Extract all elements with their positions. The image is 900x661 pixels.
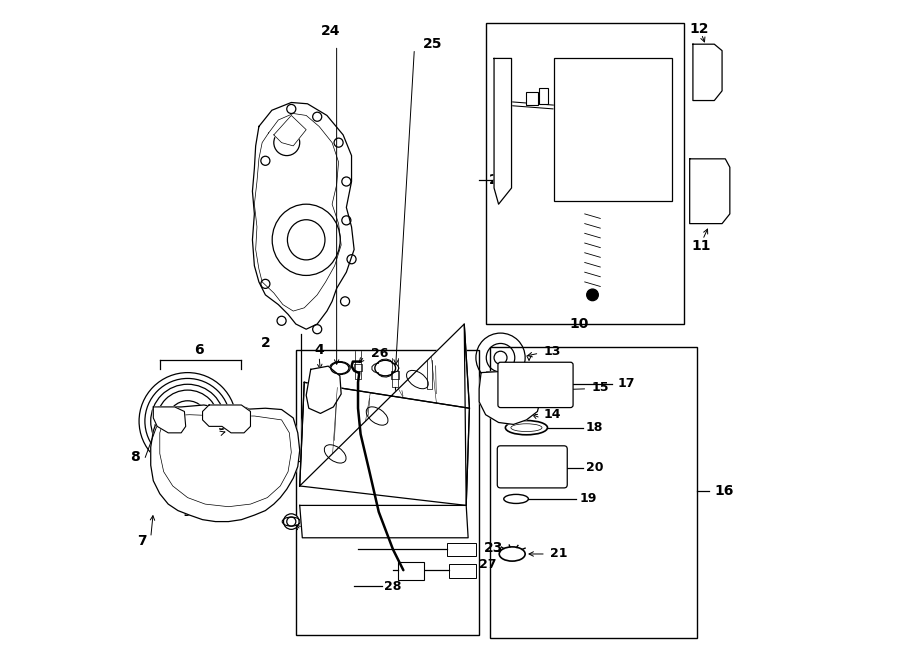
Text: 4: 4 [314,343,324,357]
Text: 2: 2 [260,336,270,350]
Bar [446,543,476,556]
Bar [526,92,538,105]
Polygon shape [274,116,306,146]
Text: 14: 14 [544,408,562,421]
Bar [539,88,548,104]
Polygon shape [202,405,250,433]
Text: 7: 7 [137,534,147,548]
Text: 21: 21 [550,547,567,561]
Bar [354,364,362,371]
Text: 23: 23 [483,541,503,555]
Polygon shape [689,159,730,223]
Text: 25: 25 [423,37,442,51]
Bar [426,373,433,381]
Text: 27: 27 [479,559,497,572]
Text: 10: 10 [570,317,590,331]
Text: 18: 18 [586,421,603,434]
Text: 22: 22 [489,173,508,187]
Polygon shape [306,366,341,413]
Polygon shape [479,371,541,424]
Polygon shape [494,58,511,204]
Text: 24: 24 [320,24,340,38]
Polygon shape [150,405,300,522]
FancyBboxPatch shape [498,362,573,408]
Text: 15: 15 [591,381,608,394]
FancyBboxPatch shape [498,446,567,488]
Bar [449,564,476,578]
Text: 16: 16 [715,484,733,498]
Bar [398,563,424,580]
Text: 9: 9 [218,420,226,433]
Text: 3: 3 [212,453,222,467]
Polygon shape [153,407,185,433]
Text: 13: 13 [544,345,562,358]
Polygon shape [693,44,722,100]
Bar [554,58,671,201]
Polygon shape [300,382,470,506]
Text: 26: 26 [371,346,388,360]
Text: 11: 11 [691,239,711,253]
Bar [486,22,685,324]
Text: 8: 8 [130,450,140,465]
Text: 29: 29 [308,528,325,541]
Text: 17: 17 [617,377,634,390]
Bar [296,350,479,635]
Text: 20: 20 [586,461,604,475]
Polygon shape [514,375,546,407]
Bar [486,371,499,381]
Polygon shape [300,506,468,538]
Bar [491,346,698,639]
Bar [392,371,399,379]
Text: 12: 12 [689,22,709,36]
Polygon shape [252,102,354,329]
Text: 19: 19 [580,492,597,506]
Circle shape [587,289,599,301]
Text: 6: 6 [194,343,203,357]
Text: 5: 5 [367,396,377,410]
Polygon shape [300,324,470,486]
Text: 28: 28 [384,580,401,593]
Circle shape [284,514,299,529]
Polygon shape [464,324,470,506]
Text: 1: 1 [183,505,193,519]
